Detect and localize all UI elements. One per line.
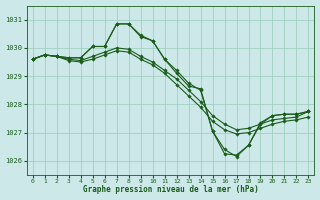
X-axis label: Graphe pression niveau de la mer (hPa): Graphe pression niveau de la mer (hPa) xyxy=(83,185,259,194)
